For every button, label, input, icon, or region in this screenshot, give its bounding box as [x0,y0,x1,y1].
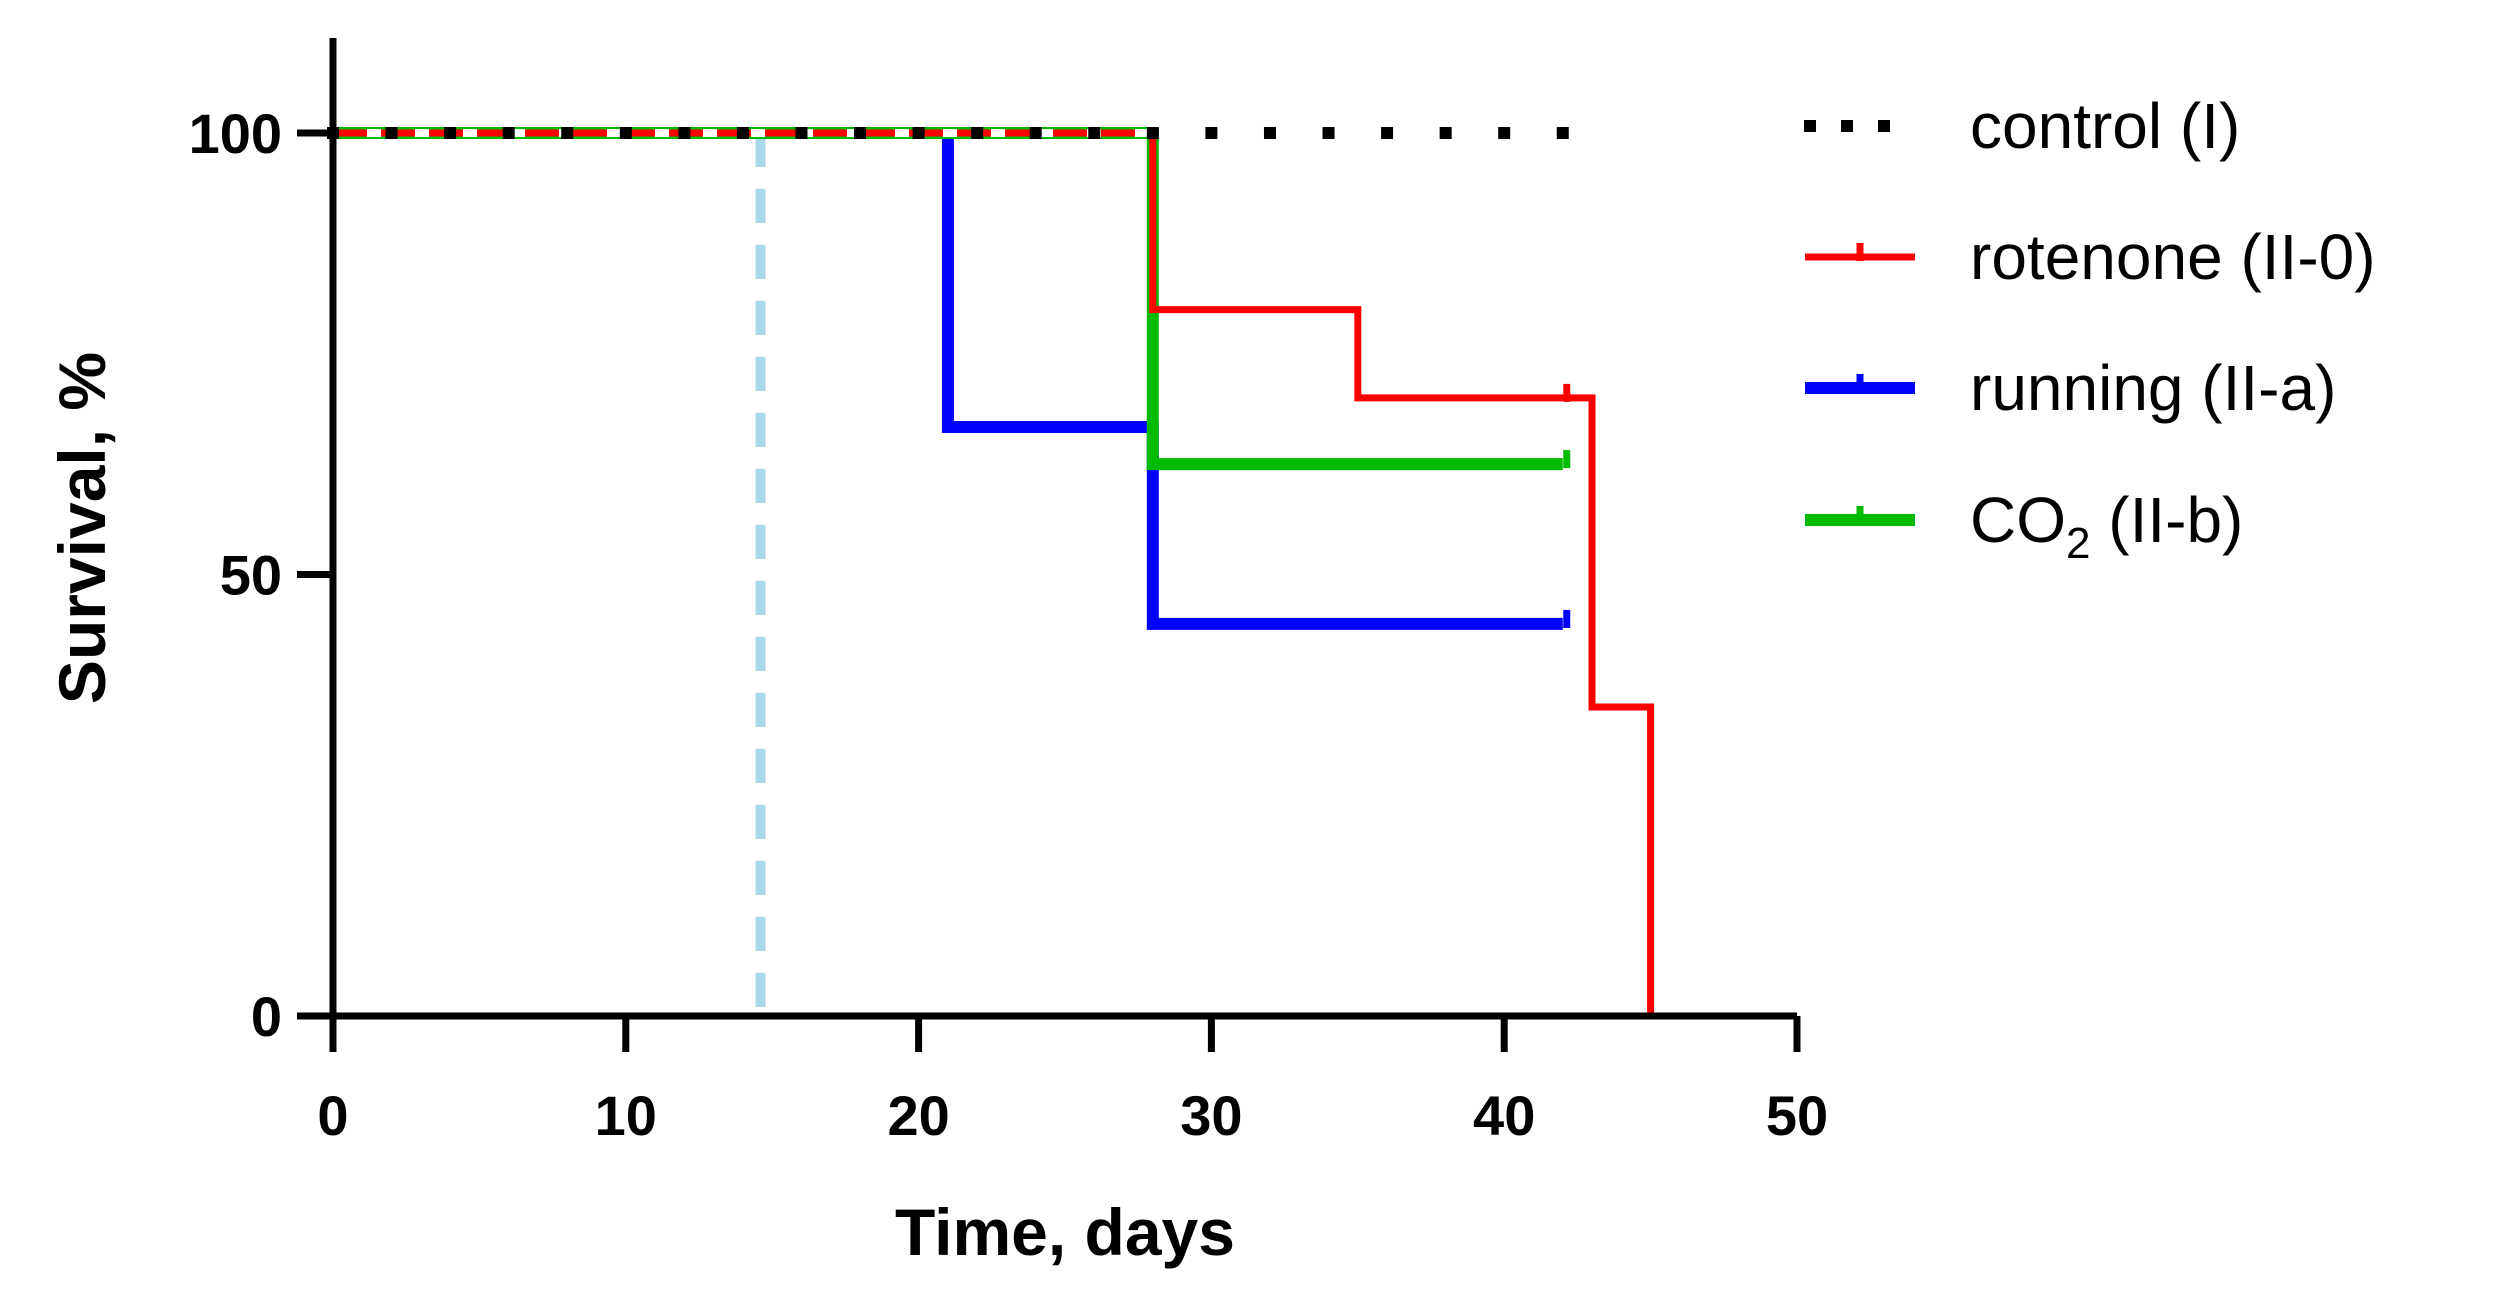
legend-running-ii-a-label: running (II-a) [1970,352,2336,424]
series-control-i-point [502,127,515,139]
x-tick-label: 40 [1473,1084,1535,1147]
series-control-i-point [444,127,457,139]
plot-area [327,127,1655,1016]
series-control-i-point [1146,127,1159,139]
series-control-i-point [1381,127,1394,139]
series-running-ii-a-line [333,127,1563,630]
legend-rotenone-ii-0-label: rotenone (II-0) [1970,221,2376,293]
series-control-i-point [912,127,925,139]
x-ticks: 0 10 20 30 40 50 [317,1016,1828,1147]
series-control-i-point [1498,127,1511,139]
series-control-i-point [1439,127,1452,139]
series-control-i-point [1322,127,1335,139]
x-tick-label: 20 [887,1084,949,1147]
legend-control-i-marker [1878,120,1890,132]
axes [329,38,1797,1020]
legend-control-i-marker [1804,120,1816,132]
legend-control-i-marker [1841,120,1853,132]
x-axis-title: Time, days [895,1195,1235,1269]
x-tick-label: 30 [1180,1084,1242,1147]
series-control-i-point [854,127,867,139]
x-tick-label: 10 [595,1084,657,1147]
series-control-i-point [1029,127,1042,139]
series-control-i-point [971,127,984,139]
series-control-i-point [678,127,691,139]
x-tick-label: 0 [317,1084,348,1147]
y-tick-label: 100 [189,102,282,165]
series-rotenone-ii-0-line [333,129,1655,1016]
y-tick-label: 0 [251,985,282,1048]
series-control-i-point [385,127,398,139]
series-control-i-point [1205,127,1218,139]
legend: control (I) rotenone (II-0) running (II-a)… [1804,90,2376,568]
series-control-i-point [619,127,632,139]
x-tick-label: 50 [1766,1084,1828,1147]
series-control-i-point [1556,127,1569,139]
series-control-i-point [795,127,808,139]
y-ticks: 0 50 100 [189,102,333,1048]
series-control-i-point [561,127,574,139]
series-control-i-point [1088,127,1101,139]
y-tick-label: 50 [220,544,282,607]
legend-control-i-label: control (I) [1970,90,2240,162]
y-axis-title: Survival, % [45,352,119,704]
series-control-i-point [1263,127,1276,139]
legend-co2-ii-b-label: CO2 (II-b) [1970,484,2243,568]
series-control-i-point [736,127,749,139]
